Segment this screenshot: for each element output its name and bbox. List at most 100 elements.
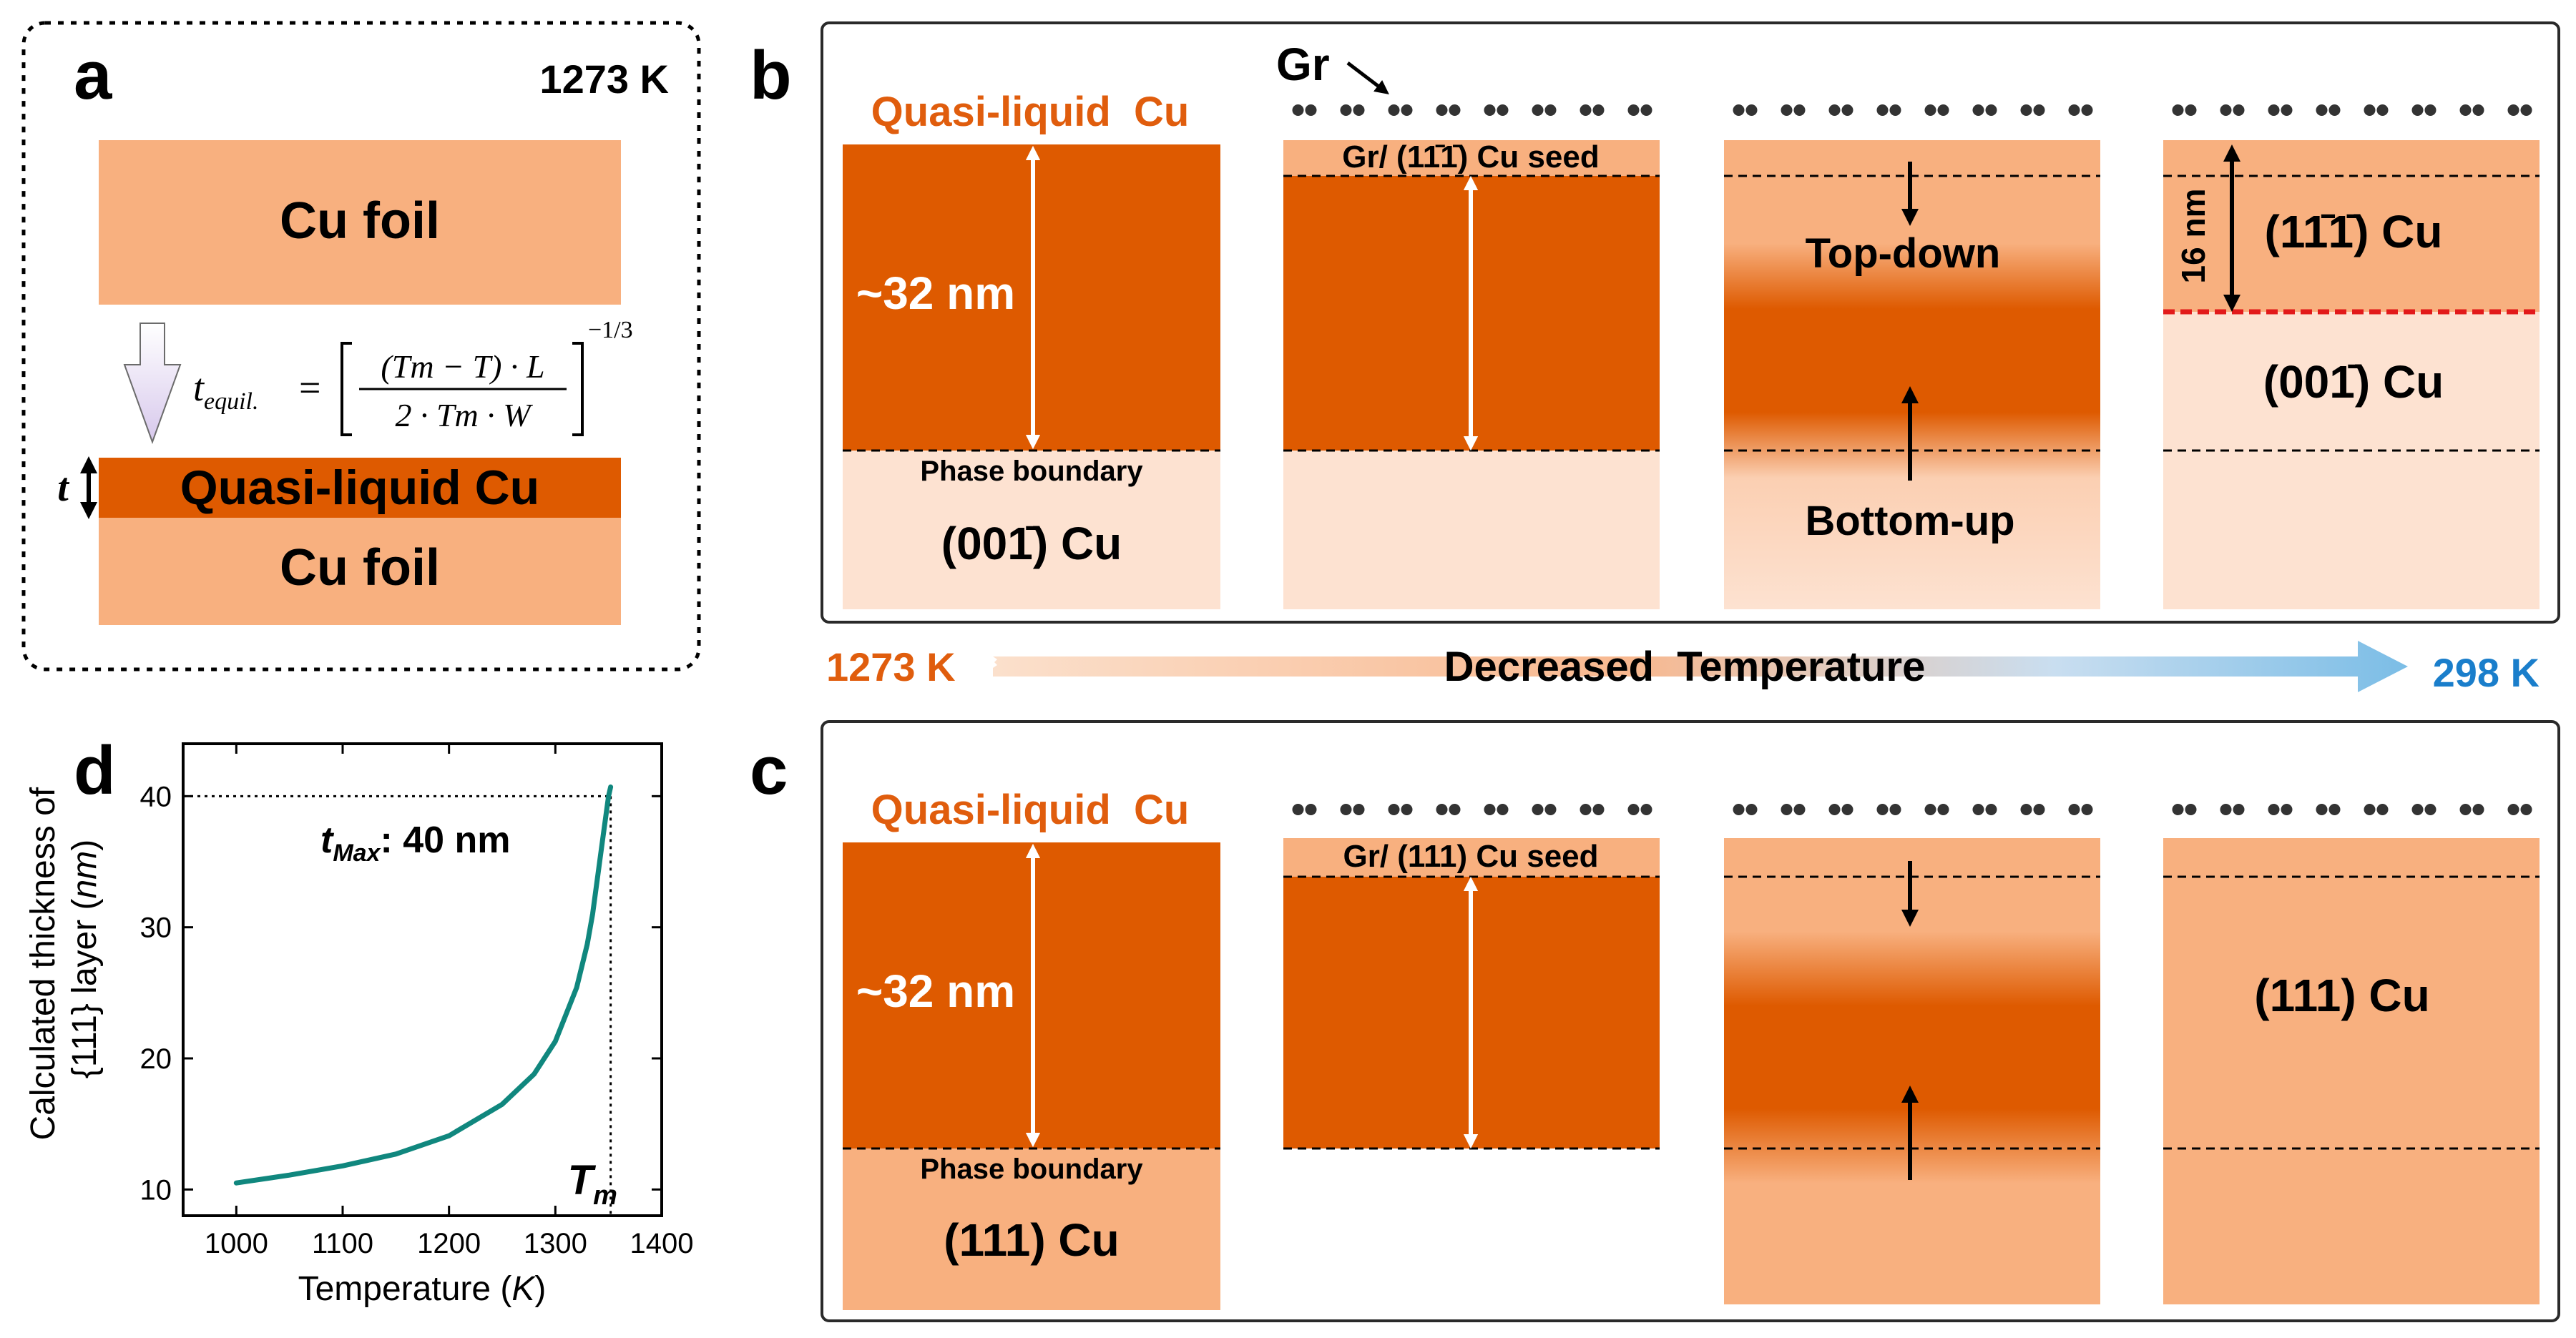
b-col4-bottom-label: (001̄) Cu: [2263, 356, 2444, 408]
graphene-atom: [1745, 804, 1758, 815]
top-down-label: Top-down: [1806, 230, 2001, 277]
graphene-atom: [1640, 104, 1652, 116]
graphene-atom: [1985, 804, 1997, 815]
graphene-atom: [1781, 104, 1793, 116]
plot-frame: [182, 742, 663, 1217]
graphene-atom: [1924, 804, 1936, 815]
x-tick-label: 1200: [417, 1228, 481, 1259]
panel-c-letter: c: [750, 732, 788, 809]
graphene-atom: [2185, 104, 2197, 116]
b-thickness-label: ~32 nm: [856, 267, 1015, 319]
graphene-atom: [1497, 804, 1509, 815]
graphene-atom: [1876, 804, 1889, 815]
graphene-atom: [2020, 804, 2032, 815]
c-col4-label: (111) Cu: [2254, 970, 2429, 1021]
c-col2-graphene: [1292, 804, 1652, 815]
process-down-arrow: [123, 323, 182, 444]
c-thickness-label: ~32 nm: [856, 965, 1015, 1017]
c-quasi-liquid-title: Quasi-liquid Cu: [871, 787, 1190, 833]
gr-pointer-arrow: [1346, 62, 1389, 95]
bottom-up-label: Bottom-up: [1805, 498, 2014, 544]
graphene-atom: [1592, 104, 1605, 116]
graphene-atom: [1841, 804, 1853, 815]
panel-d-letter: d: [74, 732, 116, 809]
c-phase-boundary-label: Phase boundary: [920, 1153, 1143, 1185]
graphene-atom: [1401, 804, 1413, 815]
thickness-symbol: t: [57, 466, 69, 510]
graphene-atom: [2472, 804, 2484, 815]
temp-gradient-arrow: [993, 641, 2408, 692]
graphene-atom: [1497, 104, 1509, 116]
graphene-atom: [1436, 804, 1448, 815]
y-axis-label: Calculated thickness of {111} layer (nm): [24, 778, 104, 1141]
cu-foil-block-top: [99, 140, 621, 305]
graphene-atom: [2507, 104, 2519, 116]
graphene-atom: [1340, 804, 1352, 815]
graphene-atom: [1436, 104, 1448, 116]
graphene-atom: [2281, 804, 2293, 815]
graphene-atom: [1924, 104, 1936, 116]
b-phase-boundary-label: Phase boundary: [920, 456, 1143, 487]
graphene-atom: [2459, 804, 2472, 815]
tm-annotation: Tm: [568, 1157, 617, 1211]
graphene-atom: [2424, 104, 2437, 116]
graphene-atom: [2376, 804, 2389, 815]
graphene-atom: [2020, 104, 2032, 116]
graphene-atom: [1353, 104, 1365, 116]
graphene-atom: [2068, 804, 2080, 815]
graphene-atom: [2376, 104, 2389, 116]
graphene-atom: [1340, 104, 1352, 116]
formula-numerator: (Tm − T) · L: [381, 348, 544, 385]
graphene-atom: [2220, 804, 2232, 815]
graphene-atom: [1401, 104, 1413, 116]
graphene-atom: [2233, 804, 2245, 815]
graphene-atom: [1985, 104, 1997, 116]
graphene-atom: [1828, 804, 1841, 815]
panel-a-frame: [21, 21, 701, 672]
series-line-thickness: [233, 784, 614, 1186]
depth-label: 16 nm: [2175, 189, 2212, 284]
graphene-atom: [2281, 104, 2293, 116]
graphene-atom: [1592, 804, 1605, 815]
panel-b: b Quasi-liquid Cu ~32 nm Phase boundary …: [750, 21, 2560, 624]
graphene-atom: [1640, 804, 1652, 815]
graphene-atom: [2268, 804, 2280, 815]
y-tick-label: 40: [140, 781, 172, 812]
graphene-atom: [2472, 104, 2484, 116]
panel-c: c Quasi-liquid Cu ~32 nm Phase boundary …: [750, 720, 2560, 1322]
graphene-atom: [2068, 104, 2080, 116]
graphene-atom: [2220, 104, 2232, 116]
panel-a: a 1273 K Cu foil tequil. = (Tm − T) · L …: [21, 21, 701, 672]
graphene-atom: [1937, 804, 1949, 815]
graphene-atom: [1937, 104, 1949, 116]
graphene-atom: [2411, 804, 2424, 815]
graphene-atom: [1793, 804, 1806, 815]
b-col2-seed-strip: [1283, 140, 1660, 176]
panel-c-frame: [821, 720, 2560, 1322]
c-col1-light: [843, 1148, 1220, 1310]
graphene-atom: [1305, 104, 1317, 116]
graphene-atom: [2172, 804, 2184, 815]
x-tick-label: 1100: [312, 1228, 373, 1259]
graphene-atom: [2328, 804, 2341, 815]
y-tick-label: 10: [140, 1174, 172, 1206]
graphene-atom: [2459, 104, 2472, 116]
cu-foil-block-bottom: [99, 518, 621, 625]
graphene-atom: [1972, 804, 1984, 815]
b-quasi-liquid-title: Quasi-liquid Cu: [871, 89, 1190, 135]
formula-exponent: −1/3: [588, 317, 633, 343]
graphene-atom: [1828, 104, 1841, 116]
quasi-liquid-label: Quasi-liquid Cu: [180, 461, 539, 515]
graphene-atom: [1484, 104, 1496, 116]
panel-b-letter: b: [750, 37, 792, 114]
graphene-atom: [1532, 804, 1544, 815]
y-tick-label: 20: [140, 1043, 172, 1075]
panel-a-temperature: 1273 K: [539, 56, 669, 102]
formula-right-bracket: [572, 342, 584, 436]
formula-left-bracket: [341, 342, 352, 436]
temp-arrow-label: Decreased Temperature: [1444, 644, 1926, 690]
graphene-atom: [2081, 804, 2093, 815]
x-axis-label: Temperature (K): [298, 1270, 547, 1308]
graphene-atom: [1305, 804, 1317, 815]
graphene-atom: [1793, 104, 1806, 116]
